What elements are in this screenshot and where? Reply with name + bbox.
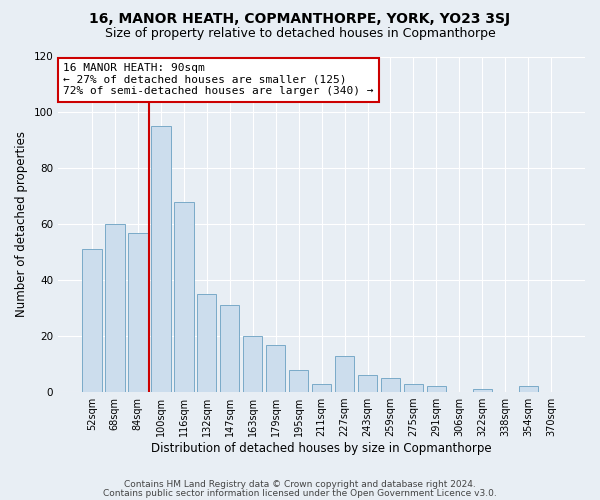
Bar (82, 250, 101, 392)
Bar (404, 384, 423, 392)
Bar (243, 336, 262, 392)
Bar (151, 126, 170, 392)
Bar (335, 356, 355, 392)
Bar (427, 386, 446, 392)
Bar (289, 370, 308, 392)
Text: 16, MANOR HEATH, COPMANTHORPE, YORK, YO23 3SJ: 16, MANOR HEATH, COPMANTHORPE, YORK, YO2… (89, 12, 511, 26)
X-axis label: Distribution of detached houses by size in Copmanthorpe: Distribution of detached houses by size … (151, 442, 492, 455)
Bar (358, 376, 377, 392)
Bar (381, 378, 400, 392)
Text: Contains HM Land Registry data © Crown copyright and database right 2024.: Contains HM Land Registry data © Crown c… (124, 480, 476, 489)
Y-axis label: Number of detached properties: Number of detached properties (15, 132, 28, 318)
Bar (197, 294, 217, 392)
Text: Contains public sector information licensed under the Open Government Licence v3: Contains public sector information licen… (103, 489, 497, 498)
Text: Size of property relative to detached houses in Copmanthorpe: Size of property relative to detached ho… (104, 28, 496, 40)
Text: 16 MANOR HEATH: 90sqm
← 27% of detached houses are smaller (125)
72% of semi-det: 16 MANOR HEATH: 90sqm ← 27% of detached … (64, 63, 374, 96)
Bar (473, 390, 492, 392)
Bar (266, 344, 286, 392)
Bar (312, 384, 331, 392)
Bar (220, 306, 239, 392)
Bar (128, 232, 148, 392)
Bar (518, 386, 538, 392)
Bar (174, 202, 194, 392)
Bar (105, 224, 125, 392)
